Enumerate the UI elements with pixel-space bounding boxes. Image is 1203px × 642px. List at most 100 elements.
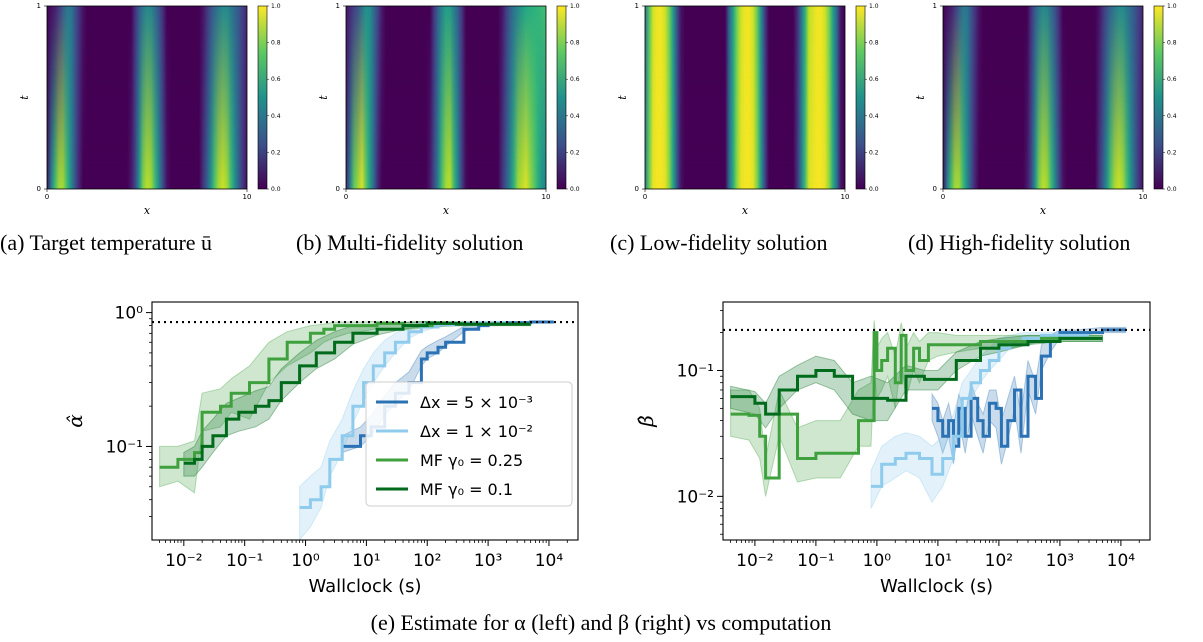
x-tick-label: 10⁴ [535, 551, 564, 571]
colorbar-tick-label: 0.4 [1167, 113, 1177, 120]
caption-a: (a) Target temperature ū [0, 230, 212, 255]
heatmap-c: 0 10 0 1 x t 0.0 0.2 0.4 0.6 0.8 1.0 [616, 2, 879, 217]
x-tick-label: 10⁻¹ [797, 551, 834, 571]
colorbar-tick-label: 1.0 [869, 3, 879, 10]
x-axis-label: x [443, 204, 450, 217]
colorbar-tick-label: 0.8 [1167, 40, 1177, 47]
y-tick-label: 10⁰ [115, 304, 144, 324]
colorbar [1153, 5, 1164, 190]
heatmap-frame [345, 5, 547, 190]
colorbar-tick-label: 0.6 [570, 76, 580, 83]
line-chart-alpha: 10⁻² 10⁻¹ 10⁰ 10¹ 10² 10³ 10⁴ 10⁻¹ 10⁰ Wallclock … [63, 301, 579, 597]
x-axis-label: Wallclock (s) [308, 576, 421, 597]
x-tick-label: 0 [643, 193, 647, 201]
plot-frame [151, 301, 579, 541]
heatmap-field-top [346, 6, 546, 189]
line-chart-beta: 10⁻² 10⁻¹ 10⁰ 10¹ 10² 10³ 10⁴ 10⁻² 10⁻¹ Wallclock… [634, 301, 1151, 597]
colorbar-tick-label: 1.0 [570, 3, 580, 10]
y-tick-label: 10⁻¹ [106, 437, 143, 457]
y-tick-label: 1 [336, 2, 340, 10]
series-band-4 [730, 334, 1103, 429]
colorbar-tick-label: 0.8 [271, 40, 281, 47]
series-line-1 [932, 328, 1126, 448]
y-axis-label: t [616, 95, 629, 100]
x-tick-label: 10 [542, 193, 551, 201]
series-line-3 [730, 331, 1103, 480]
x-tick-label: 10⁻² [736, 551, 773, 571]
x-axis-label: x [144, 204, 151, 217]
x-tick-label: 0 [941, 193, 945, 201]
x-axis-label: x [1040, 204, 1047, 217]
colorbar-tick-label: 0.6 [271, 76, 281, 83]
colorbar-tick-label: 0.0 [869, 186, 879, 193]
colorbar [556, 5, 567, 190]
colorbar [257, 5, 268, 190]
x-tick-label: 10³ [1046, 551, 1074, 571]
caption-c: (c) Low-fidelity solution [610, 230, 828, 255]
x-tick-label: 10⁰ [291, 551, 320, 571]
x-tick-label: 10 [841, 193, 850, 201]
x-axis-label: x [742, 204, 749, 217]
colorbar-tick-label: 0.2 [869, 149, 879, 156]
heatmap-frame [46, 5, 248, 190]
x-tick-label: 10⁻² [165, 551, 202, 571]
colorbar-tick-label: 0.4 [570, 113, 580, 120]
colorbar-tick-label: 1.0 [1167, 3, 1177, 10]
heatmap-a: 0 10 0 1 x t 0.0 0.2 0.4 0.6 0.8 1.0 [18, 2, 281, 217]
y-tick-label: 10⁻² [677, 487, 714, 507]
y-tick-label: 0 [635, 185, 639, 193]
series-line-4 [730, 336, 1103, 416]
heatmap-field-top [645, 6, 845, 189]
colorbar-tick-label: 0.6 [869, 76, 879, 83]
x-axis-label: Wallclock (s) [880, 576, 993, 597]
colorbar-tick-label: 0.2 [1167, 149, 1177, 156]
caption-d: (d) High-fidelity solution [908, 230, 1130, 255]
y-tick-label: 10⁻¹ [677, 361, 714, 381]
y-tick-label: 1 [37, 2, 41, 10]
x-tick-label: 10⁻¹ [226, 551, 263, 571]
caption-e: (e) Estimate for α (left) and β (right) … [371, 610, 832, 635]
y-axis-label: t [914, 95, 927, 100]
heatmap-frame [942, 5, 1144, 190]
heatmap-d: 0 10 0 1 x t 0.0 0.2 0.4 0.6 0.8 1.0 [914, 2, 1177, 217]
colorbar-tick-label: 0.0 [271, 186, 281, 193]
colorbar-tick-label: 0.0 [570, 186, 580, 193]
colorbar [855, 5, 866, 190]
x-tick-label: 10³ [474, 551, 502, 571]
colorbar-tick-label: 0.6 [1167, 76, 1177, 83]
x-tick-label: 10⁰ [863, 551, 892, 571]
y-axis-label: α̂ [63, 414, 87, 428]
x-tick-label: 10² [985, 551, 1013, 571]
heatmap-field-top [47, 6, 247, 189]
plot-area [730, 320, 1127, 509]
heatmap-field-top [943, 6, 1143, 189]
colorbar-tick-label: 0.8 [869, 40, 879, 47]
legend-label: MF γ₀ = 0.1 [420, 480, 513, 499]
colorbar-tick-label: 0.2 [271, 149, 281, 156]
y-tick-label: 1 [933, 2, 937, 10]
heatmap-frame [644, 5, 846, 190]
y-axis-label: β̂ [634, 415, 658, 428]
legend-label: Δx = 1 × 10⁻² [420, 422, 533, 441]
heatmap-b: 0 10 0 1 x t 0.0 0.2 0.4 0.6 0.8 1.0 [317, 2, 580, 217]
legend-label: Δx = 5 × 10⁻³ [420, 393, 533, 412]
x-tick-label: 10 [243, 193, 252, 201]
line-chart-panels: 10⁻² 10⁻¹ 10⁰ 10¹ 10² 10³ 10⁴ 10⁻¹ 10⁰ Wallclock … [63, 301, 1151, 597]
plot-area [159, 320, 555, 540]
series-line-4 [183, 321, 531, 465]
y-tick-label: 0 [336, 185, 340, 193]
colorbar-tick-label: 0.0 [1167, 186, 1177, 193]
caption-b: (b) Multi-fidelity solution [296, 230, 523, 255]
legend-box [365, 381, 573, 507]
x-tick-label: 10¹ [924, 551, 952, 571]
colorbar-tick-label: 0.4 [271, 113, 281, 120]
x-tick-label: 0 [344, 193, 348, 201]
x-tick-label: 10¹ [352, 551, 380, 571]
colorbar-tick-label: 1.0 [271, 3, 281, 10]
y-axis-label: t [317, 95, 330, 100]
colorbar-tick-label: 0.2 [570, 149, 580, 156]
x-tick-label: 10⁴ [1107, 551, 1136, 571]
colorbar-tick-label: 0.4 [869, 113, 879, 120]
